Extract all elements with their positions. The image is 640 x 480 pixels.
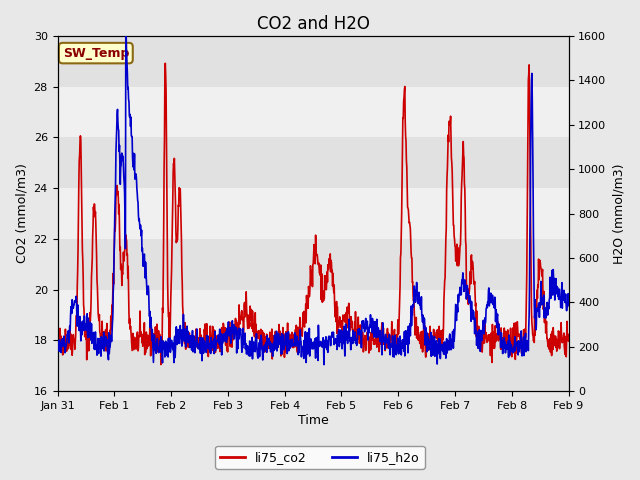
Bar: [58, 137, 568, 188]
Bar: [58, 239, 568, 289]
X-axis label: Time: Time: [298, 414, 328, 427]
Y-axis label: H2O (mmol/m3): H2O (mmol/m3): [612, 163, 625, 264]
Y-axis label: CO2 (mmol/m3): CO2 (mmol/m3): [15, 164, 28, 264]
Legend: li75_co2, li75_h2o: li75_co2, li75_h2o: [215, 446, 425, 469]
Title: CO2 and H2O: CO2 and H2O: [257, 15, 369, 33]
Bar: [58, 36, 568, 87]
Text: SW_Temp: SW_Temp: [63, 47, 129, 60]
Bar: [58, 340, 568, 391]
